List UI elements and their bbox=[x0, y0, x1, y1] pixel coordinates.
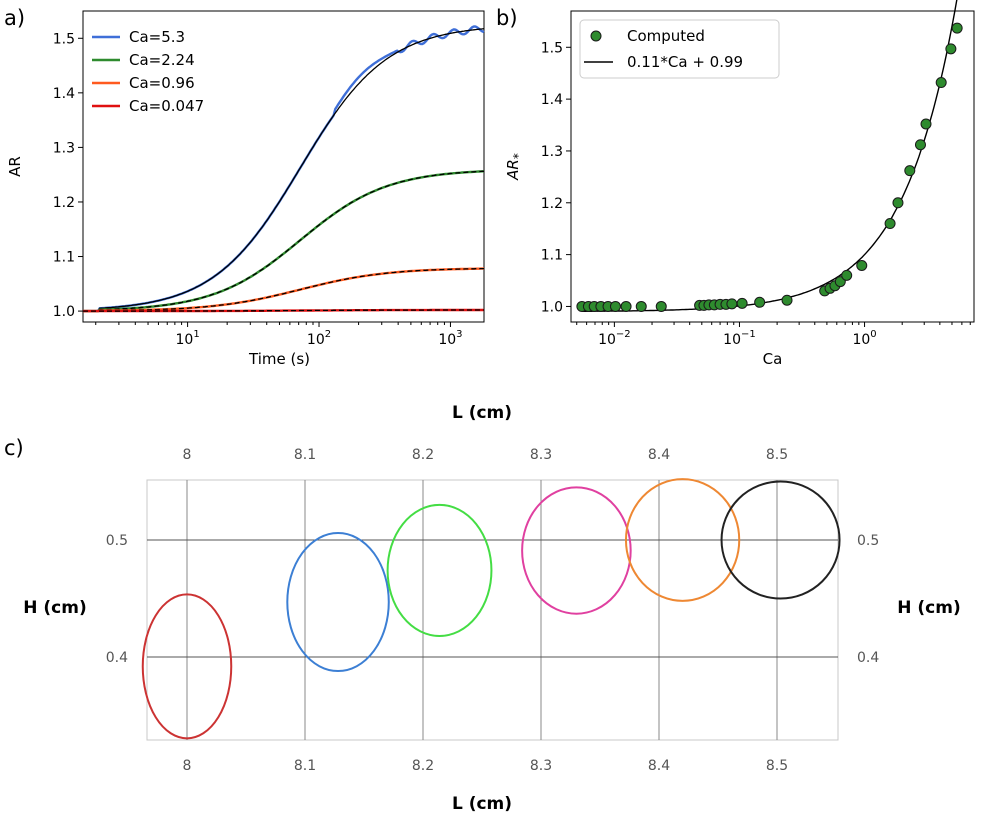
fit-line-4 bbox=[83, 309, 484, 312]
legend-label-4: Ca=0.047 bbox=[129, 97, 204, 115]
x-axis-label-b: Ca bbox=[763, 350, 783, 368]
x-tick-label-b: 100 bbox=[852, 329, 876, 348]
legend-label-computed: Computed bbox=[627, 27, 705, 45]
series-line-1 bbox=[83, 25, 485, 313]
plot-frame-a bbox=[82, 10, 485, 323]
x-axis-label-a: Time (s) bbox=[248, 350, 310, 368]
x-tick-label-top: 8.2 bbox=[412, 447, 434, 463]
y-tick-label-b: 1.5 bbox=[541, 40, 563, 56]
plot-frame-b bbox=[570, 10, 975, 323]
x-tick-label-top: 8.1 bbox=[294, 447, 316, 463]
y-tick-label-a: 1.3 bbox=[53, 140, 75, 156]
data-point bbox=[841, 269, 853, 281]
x-tick-label-top: 8 bbox=[183, 447, 192, 463]
panel-label-c: c) bbox=[4, 436, 24, 460]
plot-frame-c bbox=[146, 479, 839, 741]
y-axis-label-b: AR* bbox=[504, 153, 525, 181]
fit-line-1 bbox=[83, 28, 485, 312]
data-point bbox=[635, 300, 647, 312]
data-point bbox=[655, 300, 667, 312]
x-tick-label-bottom: 8 bbox=[183, 758, 192, 774]
drop-outline-1 bbox=[141, 593, 233, 740]
legend-label-1: Ca=5.3 bbox=[129, 28, 185, 46]
data-point bbox=[914, 139, 926, 151]
y-tick-label-b: 1.1 bbox=[541, 248, 563, 264]
x-tick-label-a: 101 bbox=[175, 329, 199, 348]
data-point bbox=[609, 300, 621, 312]
y-tick-label-b: 1.0 bbox=[541, 299, 563, 315]
x-tick-label-b: 10−2 bbox=[598, 329, 631, 348]
y-tick-label-b: 1.4 bbox=[541, 92, 563, 108]
legend-label-2: Ca=2.24 bbox=[129, 51, 195, 69]
x-tick-label-bottom: 8.4 bbox=[648, 758, 670, 774]
x-tick-label-bottom: 8.5 bbox=[766, 758, 788, 774]
drop-outline-3 bbox=[386, 503, 493, 637]
y-tick-label-b: 1.3 bbox=[541, 144, 563, 160]
data-point bbox=[884, 218, 896, 230]
x-tick-label-bottom: 8.2 bbox=[412, 758, 434, 774]
data-point bbox=[726, 298, 738, 310]
data-point bbox=[620, 300, 632, 312]
drop-outline-5 bbox=[624, 478, 741, 602]
data-point bbox=[856, 260, 868, 272]
y-axis-label-a: AR bbox=[6, 156, 24, 177]
y-tick-label-a: 1.0 bbox=[53, 304, 75, 320]
panel-c: c) 8 8 8.1 8.1 8.2 8.2 8.3 8.3 8.4 8.4 8.5 8.5 0.4 0.4… bbox=[4, 403, 961, 814]
series-line-2 bbox=[83, 170, 484, 313]
y-axis-label-left: H (cm) bbox=[23, 598, 86, 618]
drop-outline-4 bbox=[521, 486, 632, 615]
legend-marker-computed bbox=[590, 30, 602, 42]
y-tick-label-a: 1.2 bbox=[53, 195, 75, 211]
y-tick-label-right: 0.5 bbox=[857, 533, 879, 549]
x-tick-label-a: 102 bbox=[307, 329, 331, 348]
data-point bbox=[951, 22, 963, 34]
panel-b: b) 1.0 1.1 1.2 1.3 1.4 1.5 Ca AR* Computed 0.11*Ca… bbox=[496, 0, 975, 368]
x-tick-label-top: 8.5 bbox=[766, 447, 788, 463]
data-point bbox=[892, 197, 904, 209]
data-point bbox=[935, 77, 947, 89]
data-point bbox=[736, 297, 748, 309]
legend-label-fit: 0.11*Ca + 0.99 bbox=[627, 53, 743, 71]
x-axis-label-top: L (cm) bbox=[452, 403, 512, 423]
y-tick-label-a: 1.1 bbox=[53, 250, 75, 266]
y-axis-label-right: H (cm) bbox=[897, 598, 960, 618]
y-tick-label-a: 1.4 bbox=[53, 86, 75, 102]
y-tick-label-right: 0.4 bbox=[857, 650, 879, 666]
x-tick-label-b: 10−1 bbox=[723, 329, 756, 348]
drop-outline-6 bbox=[720, 480, 841, 600]
x-tick-label-top: 8.4 bbox=[648, 447, 670, 463]
drop-outline-2 bbox=[286, 531, 390, 673]
x-tick-label-bottom: 8.3 bbox=[530, 758, 552, 774]
fit-line-3 bbox=[83, 267, 484, 312]
panel-a: a) 1.0 1.1 1.2 1.3 1.4 1.5 Time (s) AR Ca=5.3 Ca=2… bbox=[4, 6, 485, 368]
panel-label-b: b) bbox=[496, 6, 518, 30]
data-point bbox=[781, 294, 793, 306]
y-tick-label-left: 0.5 bbox=[106, 533, 128, 549]
data-point bbox=[754, 296, 766, 308]
legend-box-b bbox=[579, 19, 780, 79]
y-tick-label-a: 1.5 bbox=[53, 31, 75, 47]
y-tick-label-left: 0.4 bbox=[106, 650, 128, 666]
x-axis-label-bottom: L (cm) bbox=[452, 794, 512, 814]
x-tick-label-top: 8.3 bbox=[530, 447, 552, 463]
data-point bbox=[945, 43, 957, 55]
fit-line-2 bbox=[83, 170, 484, 312]
data-point bbox=[904, 165, 916, 177]
y-tick-label-b: 1.2 bbox=[541, 196, 563, 212]
legend-label-3: Ca=0.96 bbox=[129, 74, 195, 92]
x-tick-label-bottom: 8.1 bbox=[294, 758, 316, 774]
data-point bbox=[920, 118, 932, 130]
panel-label-a: a) bbox=[4, 6, 25, 30]
x-tick-label-a: 103 bbox=[438, 329, 462, 348]
